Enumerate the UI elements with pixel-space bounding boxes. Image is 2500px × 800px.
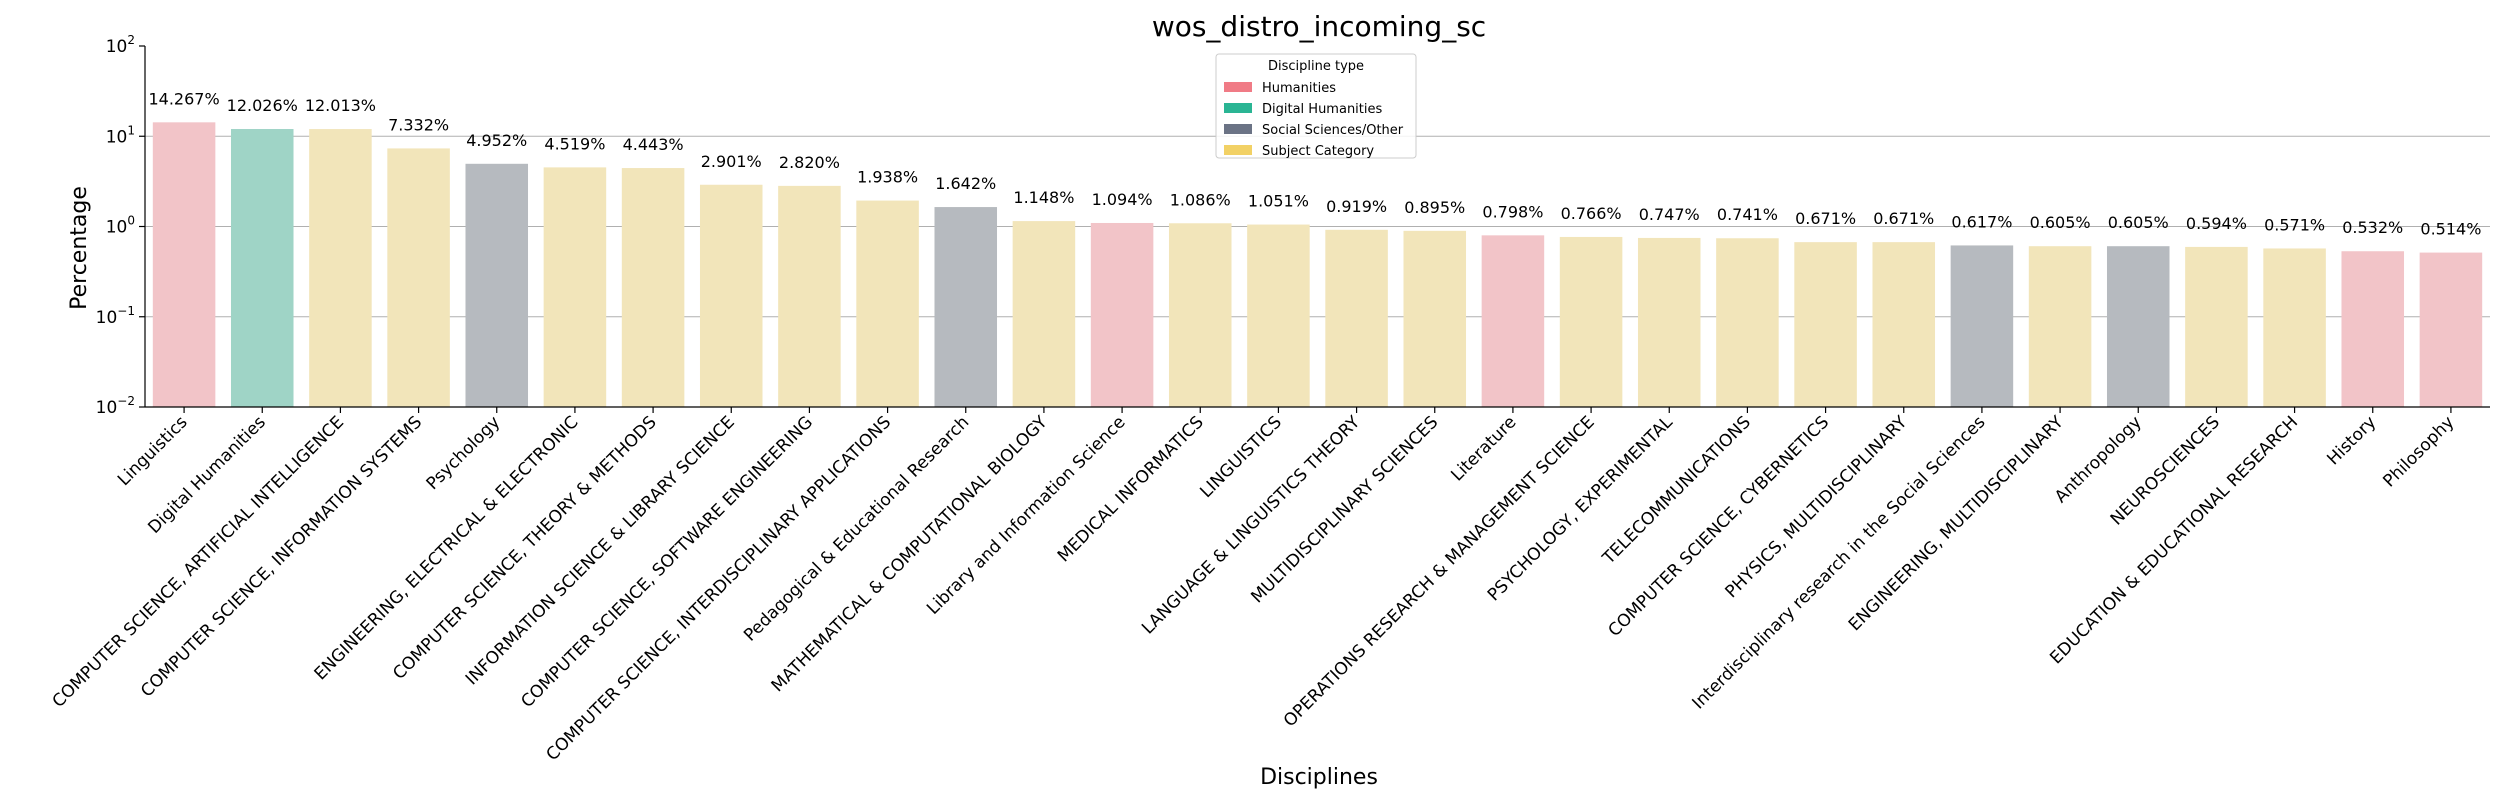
legend: Discipline type Humanities Digital Humanit… [1215,53,1417,159]
x-tick-label: Linguistics [114,412,192,490]
bar [1168,223,1232,407]
bar [2028,246,2092,407]
y-tick-label: 102 [106,33,135,57]
y-tick-label: 101 [106,123,135,147]
bar-value-label: 7.332% [388,115,449,134]
bar-value-label: 0.532% [2342,218,2403,237]
bar-value-label: 4.519% [544,134,605,153]
bar [230,129,294,408]
bar-value-label: 0.671% [1795,209,1856,228]
bar-value-label: 0.895% [1404,198,1465,217]
bar [1559,236,1623,407]
y-tick-label: 10−2 [96,394,135,418]
legend-entry-label: Digital Humanities [1262,102,1382,117]
bar-value-label: 0.747% [1639,205,1700,224]
bar-value-label: 0.571% [2264,215,2325,234]
bar [1637,237,1701,407]
bar-value-label: 0.741% [1717,205,1778,224]
bar-value-label: 0.671% [1873,209,1934,228]
bar [1950,245,2014,407]
x-tick-label: INFORMATION SCIENCE & LIBRARY SCIENCE [462,412,739,689]
legend-swatch [1224,82,1252,92]
x-tick-label: COMPUTER SCIENCE, THEORY & METHODS [389,412,660,683]
bar [309,129,372,407]
bar [2419,252,2483,407]
bar [778,185,841,407]
bar-value-label: 1.094% [1092,190,1153,209]
x-tick-label: COMPUTER SCIENCE, INFORMATION SYSTEMS [137,412,426,701]
bar [1325,229,1388,407]
bar [934,207,998,407]
x-tick-label: COMPUTER SCIENCE, SOFTWARE ENGINEERING [517,412,817,712]
bar-value-label: 0.605% [2108,213,2169,232]
bar [543,167,607,407]
bar-value-label: 2.901% [701,152,762,171]
chart-title: wos_distro_incoming_sc [1152,10,1486,43]
bar-value-label: 0.617% [1951,212,2012,231]
bar [2341,251,2405,407]
bar-value-label: 4.443% [623,135,684,154]
bars [152,122,2483,408]
legend-swatch [1224,145,1252,155]
bar [699,184,763,407]
bar-value-label: 1.086% [1170,190,1231,209]
legend-swatch [1224,103,1252,113]
bar-value-labels: 14.267% 12.026% 12.013% 7.332% 4.952% 4.519% 4… [148,89,2481,238]
bar [1012,221,1076,407]
bar [465,163,529,407]
bar-value-label: 1.148% [1013,188,1074,207]
x-tick-label: Interdisciplinary research in the Social… [1688,412,1989,713]
bar-value-label: 0.798% [1482,202,1543,221]
legend-title: Discipline type [1268,59,1364,74]
y-axis-label: Percentage [67,186,92,310]
x-tick-label: MEDICAL INFORMATICS [1054,412,1208,566]
bar [1090,222,1154,407]
bar-value-label: 2.820% [779,153,840,172]
bar-value-label: 0.605% [2030,213,2091,232]
x-tick-label: Literature [1447,412,1520,485]
bar [1247,224,1310,407]
x-tick-label: MATHEMATICAL & COMPUTATIONAL BIOLOGY [768,412,1052,696]
x-axis-label: Disciplines [1260,765,1378,790]
bar [1481,235,1545,407]
legend-swatch [1224,124,1252,134]
bar [387,148,450,407]
legend-entry-label: Social Sciences/Other [1262,123,1404,138]
y-tick-label: 10−1 [96,304,135,328]
x-tick-label: Psychology [423,412,505,494]
bar-value-label: 12.026% [227,96,298,115]
bar [2263,248,2326,407]
x-tick-label: History [2323,412,2380,469]
bar [1403,230,1467,407]
bar [1794,242,1857,407]
bar-value-label: 0.514% [2420,220,2481,239]
legend-frame [1215,53,1417,159]
bar [621,168,685,407]
x-tick-label: Philosophy [2379,412,2458,491]
bar-value-label: 0.594% [2186,214,2247,233]
bar-value-label: 0.766% [1561,204,1622,223]
bar-value-label: 1.051% [1248,192,1309,211]
x-tick-label: ENGINEERING, ELECTRICAL & ELECTRONIC [311,412,583,684]
bar [1716,238,1779,407]
x-tick-label: TELECOMMUNICATIONS [1598,412,1755,569]
bar-value-label: 14.267% [148,89,219,108]
bar [2106,246,2170,407]
bar [2185,246,2248,407]
bar-value-label: 4.952% [466,131,527,150]
bar-value-label: 1.642% [935,174,996,193]
legend-entry-label: Humanities [1262,81,1336,96]
y-tick-label: 100 [106,214,135,238]
y-ticks: 102 101 100 10−1 10−2 [96,33,145,418]
x-tick-label: COMPUTER SCIENCE, ARTIFICIAL INTELLIGENC… [49,412,348,711]
bar-value-label: 0.919% [1326,197,1387,216]
bar-value-label: 1.938% [857,168,918,187]
bar [856,200,919,407]
bar [152,122,216,408]
legend-entry-label: Subject Category [1262,144,1374,159]
bar [1872,242,1936,407]
bar-value-label: 12.013% [305,96,376,115]
